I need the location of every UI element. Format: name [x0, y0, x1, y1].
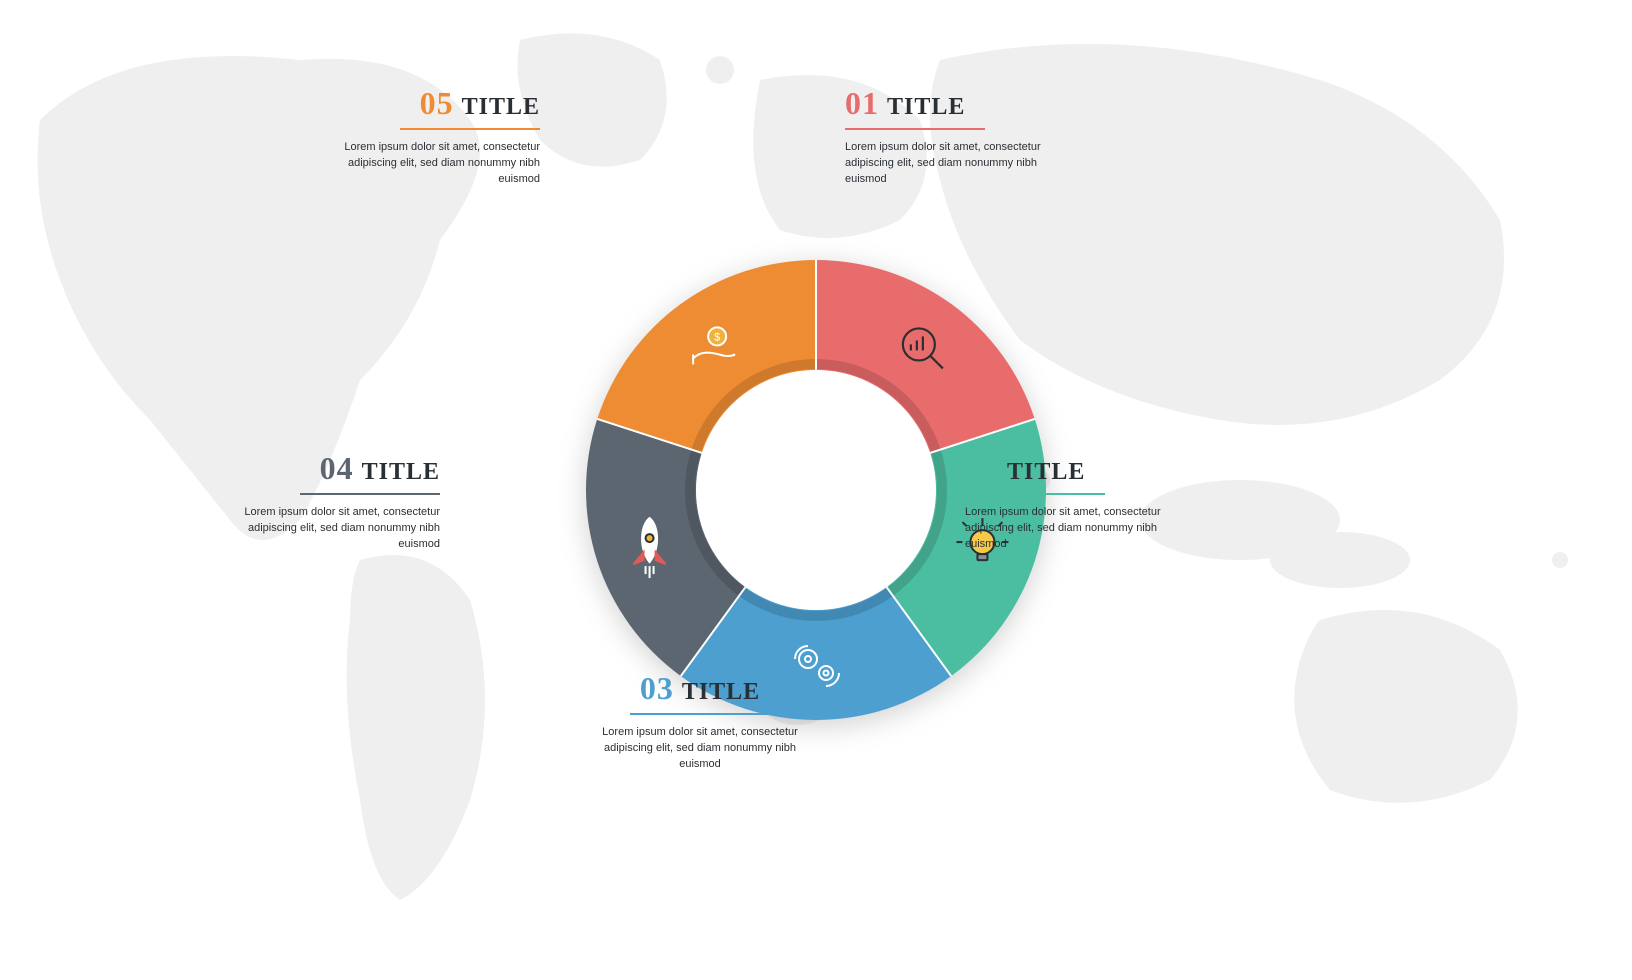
callout-02: 02 TITLE Lorem ipsum dolor sit amet, conse…	[965, 450, 1205, 553]
callout-underline	[965, 493, 1105, 495]
callout-underline	[630, 713, 770, 715]
callout-title: TITLE	[887, 94, 965, 120]
callout-05: 05 TITLE Lorem ipsum dolor sit amet, conse…	[300, 85, 540, 188]
callout-underline	[300, 493, 440, 495]
callout-title: TITLE	[462, 94, 540, 120]
callout-01: 01 TITLE Lorem ipsum dolor sit amet, conse…	[845, 85, 1085, 188]
callout-underline	[845, 128, 985, 130]
callout-underline	[400, 128, 540, 130]
svg-text:$: $	[714, 331, 720, 343]
callout-body: Lorem ipsum dolor sit amet, consectetur …	[320, 140, 540, 188]
callout-index: 01	[845, 85, 879, 121]
callout-index: 04	[320, 450, 354, 486]
callout-index: 05	[420, 85, 454, 121]
callout-title: TITLE	[682, 679, 760, 705]
callout-body: Lorem ipsum dolor sit amet, consectetur …	[845, 140, 1065, 188]
callout-body: Lorem ipsum dolor sit amet, consectetur …	[965, 505, 1185, 553]
callout-title: TITLE	[362, 459, 440, 485]
callout-body: Lorem ipsum dolor sit amet, consectetur …	[220, 505, 440, 553]
callout-03: 03 TITLE Lorem ipsum dolor sit amet, conse…	[580, 670, 820, 773]
callout-title: TITLE	[1007, 459, 1085, 485]
callout-index: 03	[640, 670, 674, 706]
callout-body: Lorem ipsum dolor sit amet, consectetur …	[590, 725, 810, 773]
callout-04: 04 TITLE Lorem ipsum dolor sit amet, conse…	[200, 450, 440, 553]
callout-index: 02	[965, 450, 999, 486]
